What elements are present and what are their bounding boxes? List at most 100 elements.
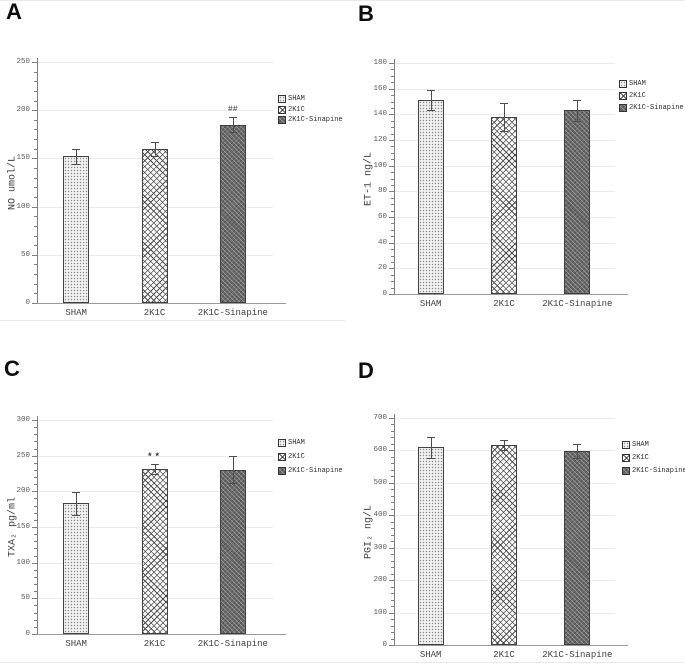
y-minor-tick	[391, 287, 394, 289]
y-gridline	[38, 455, 273, 457]
x-axis	[394, 645, 628, 646]
y-minor-tick	[391, 281, 394, 283]
legend: SHAM 2K1C 2K1C-Sinapine	[622, 438, 685, 477]
x-category-label: 2K1C-Sinapine	[197, 639, 268, 649]
y-tick-label: 200	[16, 106, 30, 115]
y-minor-tick	[34, 569, 37, 571]
y-minor-tick	[391, 443, 394, 445]
y-minor-tick	[34, 498, 37, 500]
y-minor-tick	[391, 95, 394, 97]
x-axis	[394, 294, 628, 295]
y-tick-label: 100	[16, 558, 30, 567]
y-axis-title: PGI₂ ng/L	[363, 504, 375, 559]
y-tick-label: 100	[373, 608, 387, 617]
divider-line-top	[0, 0, 685, 1]
y-tick-label: 80	[377, 187, 387, 196]
y-minor-tick	[391, 223, 394, 225]
x-category-label: SHAM	[65, 308, 87, 318]
y-minor-tick	[391, 469, 394, 471]
error-bar-cap-top	[426, 436, 435, 438]
y-minor-tick	[34, 245, 37, 247]
legend-item: SHAM	[278, 94, 343, 105]
y-major-tick	[389, 418, 394, 419]
x-category-label: 2K1C-Sinapine	[542, 650, 613, 660]
y-tick-label: 100	[16, 202, 30, 211]
y-major-tick	[389, 165, 394, 167]
legend-marker-dotted-icon	[619, 80, 627, 88]
bar-sham	[63, 503, 90, 634]
y-minor-tick	[34, 519, 37, 521]
y-minor-tick	[391, 249, 394, 251]
y-minor-tick	[391, 430, 394, 432]
x-category-label: SHAM	[419, 299, 442, 309]
y-tick-label: 300	[373, 543, 387, 552]
y-major-tick	[32, 110, 37, 112]
x-category-label: SHAM	[419, 650, 442, 660]
y-minor-tick	[391, 463, 394, 465]
divider-line-bottom	[0, 662, 685, 663]
y-major-tick	[32, 158, 37, 160]
y-minor-tick	[391, 573, 394, 575]
error-bar-cap-top	[72, 492, 81, 494]
y-minor-tick	[391, 255, 394, 257]
y-tick-label: 600	[373, 446, 387, 455]
error-bar-cap-top	[573, 444, 582, 446]
y-minor-tick	[391, 133, 394, 135]
y-major-tick	[389, 612, 394, 614]
legend-label: 2K1C	[288, 453, 305, 461]
error-bar-cap-bottom	[150, 155, 159, 157]
y-minor-tick	[391, 120, 394, 122]
y-axis-title: NO umol/L	[7, 155, 19, 210]
y-minor-tick	[34, 187, 37, 189]
y-tick-label: 250	[16, 58, 30, 66]
chart-txa2: 0 50 100 150 200 250 300 SHAM 2K1C ** 2K1C-Sinapin…	[0, 332, 343, 664]
y-minor-tick	[391, 625, 394, 627]
y-tick-label: 60	[377, 213, 387, 221]
error-bar-cap-top	[500, 440, 508, 442]
y-minor-tick	[34, 283, 37, 285]
error-bar-cap-bottom	[72, 514, 81, 516]
y-tick-label: 0	[25, 299, 30, 307]
x-category-label: SHAM	[65, 639, 87, 649]
y-minor-tick	[34, 534, 37, 536]
legend-label: 2K1C-Sinapine	[629, 104, 684, 112]
y-minor-tick	[34, 90, 37, 92]
y-minor-tick	[391, 178, 394, 180]
y-minor-tick	[34, 512, 37, 514]
y-major-tick	[32, 527, 37, 528]
x-axis	[37, 634, 286, 635]
y-minor-tick	[391, 261, 394, 263]
legend-label: 2K1C-Sinapine	[632, 466, 685, 475]
y-gridline	[395, 63, 615, 64]
y-tick-label: 120	[373, 136, 387, 144]
y-tick-label: 200	[373, 576, 387, 585]
y-minor-tick	[34, 225, 37, 227]
y-minor-tick	[34, 196, 37, 198]
legend-marker-crosshatch-icon	[619, 92, 627, 100]
y-minor-tick	[34, 235, 37, 237]
y-minor-tick	[391, 456, 394, 458]
y-major-tick	[32, 62, 37, 63]
legend-item: 2K1C	[278, 105, 343, 116]
legend-item: SHAM	[622, 438, 685, 451]
error-bar-cap-bottom	[500, 450, 508, 452]
y-minor-tick	[391, 476, 394, 478]
y-major-tick	[32, 303, 37, 304]
error-bar-cap-bottom	[426, 457, 435, 459]
legend-marker-crosshatch-icon	[278, 105, 286, 114]
y-minor-tick	[391, 502, 394, 504]
y-minor-tick	[391, 236, 394, 238]
y-minor-tick	[34, 119, 37, 121]
error-bar-cap-top	[72, 148, 81, 150]
bar-2k1c	[491, 116, 517, 294]
panel-label-c: C	[4, 356, 20, 381]
y-tick-label: 20	[377, 264, 387, 273]
panel-c: C 0 50 100 150 200 250 300 SHAM 2K1C ** 2K1C-Sinap…	[0, 332, 343, 664]
error-bar-line	[504, 102, 505, 131]
y-tick-label: 0	[25, 630, 30, 638]
y-minor-tick	[34, 626, 37, 628]
y-minor-tick	[34, 548, 37, 550]
y-tick-label: 400	[373, 511, 387, 520]
y-minor-tick	[391, 69, 394, 71]
y-tick-label: 200	[16, 487, 30, 496]
